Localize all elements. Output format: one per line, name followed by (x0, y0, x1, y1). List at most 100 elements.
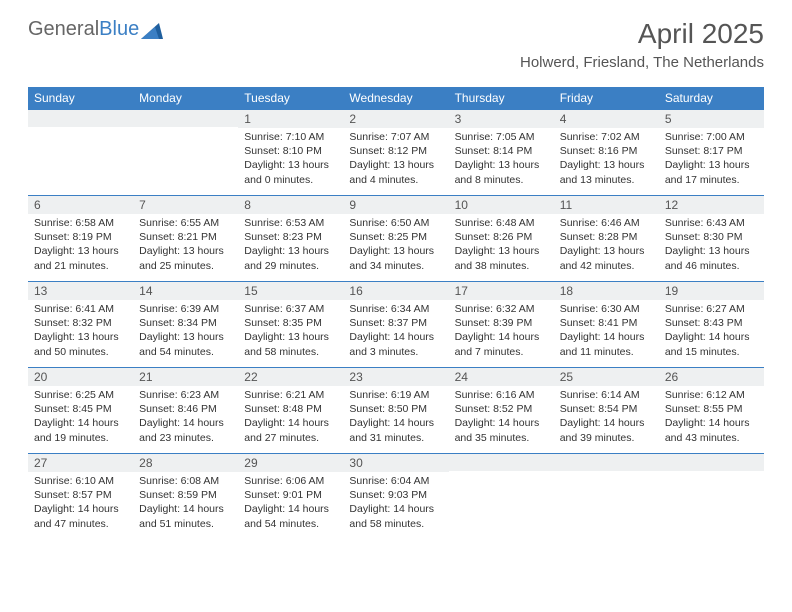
sunrise-text: Sunrise: 6:14 AM (560, 388, 653, 402)
sunrise-text: Sunrise: 6:58 AM (34, 216, 127, 230)
calendar-row: 6Sunrise: 6:58 AMSunset: 8:19 PMDaylight… (28, 195, 764, 281)
daylight-text: Daylight: 13 hours and 46 minutes. (665, 244, 758, 272)
sunset-text: Sunset: 8:25 PM (349, 230, 442, 244)
daylight-text: Daylight: 13 hours and 0 minutes. (244, 158, 337, 186)
day-number: 18 (554, 281, 659, 300)
sunrise-text: Sunrise: 6:23 AM (139, 388, 232, 402)
cell-body: Sunrise: 6:43 AMSunset: 8:30 PMDaylight:… (659, 214, 764, 277)
cell-body: Sunrise: 6:04 AMSunset: 9:03 PMDaylight:… (343, 472, 448, 535)
sunrise-text: Sunrise: 7:05 AM (455, 130, 548, 144)
day-number: 13 (28, 281, 133, 300)
calendar-cell (28, 109, 133, 195)
location-text: Holwerd, Friesland, The Netherlands (520, 54, 764, 71)
cell-body: Sunrise: 7:07 AMSunset: 8:12 PMDaylight:… (343, 128, 448, 191)
cell-body: Sunrise: 6:46 AMSunset: 8:28 PMDaylight:… (554, 214, 659, 277)
sunrise-text: Sunrise: 6:39 AM (139, 302, 232, 316)
sunset-text: Sunset: 8:30 PM (665, 230, 758, 244)
sunrise-text: Sunrise: 6:32 AM (455, 302, 548, 316)
calendar-cell: 18Sunrise: 6:30 AMSunset: 8:41 PMDayligh… (554, 281, 659, 367)
daylight-text: Daylight: 13 hours and 58 minutes. (244, 330, 337, 358)
calendar-cell: 23Sunrise: 6:19 AMSunset: 8:50 PMDayligh… (343, 367, 448, 453)
sunrise-text: Sunrise: 6:53 AM (244, 216, 337, 230)
cell-body: Sunrise: 6:30 AMSunset: 8:41 PMDaylight:… (554, 300, 659, 363)
day-number: 27 (28, 453, 133, 472)
day-number: 5 (659, 109, 764, 128)
day-number: 12 (659, 195, 764, 214)
sunrise-text: Sunrise: 6:08 AM (139, 474, 232, 488)
daylight-text: Daylight: 14 hours and 19 minutes. (34, 416, 127, 444)
sunset-text: Sunset: 9:03 PM (349, 488, 442, 502)
sunset-text: Sunset: 8:54 PM (560, 402, 653, 416)
day-number: 28 (133, 453, 238, 472)
calendar-cell: 9Sunrise: 6:50 AMSunset: 8:25 PMDaylight… (343, 195, 448, 281)
day-number: 16 (343, 281, 448, 300)
sunrise-text: Sunrise: 6:16 AM (455, 388, 548, 402)
cell-body: Sunrise: 6:55 AMSunset: 8:21 PMDaylight:… (133, 214, 238, 277)
sunset-text: Sunset: 8:52 PM (455, 402, 548, 416)
day-header: Friday (554, 87, 659, 109)
day-number: 22 (238, 367, 343, 386)
calendar-cell: 3Sunrise: 7:05 AMSunset: 8:14 PMDaylight… (449, 109, 554, 195)
day-header: Thursday (449, 87, 554, 109)
daylight-text: Daylight: 14 hours and 15 minutes. (665, 330, 758, 358)
day-number: 20 (28, 367, 133, 386)
sunrise-text: Sunrise: 6:19 AM (349, 388, 442, 402)
sunset-text: Sunset: 8:39 PM (455, 316, 548, 330)
daylight-text: Daylight: 13 hours and 54 minutes. (139, 330, 232, 358)
day-number (449, 453, 554, 471)
calendar-cell: 4Sunrise: 7:02 AMSunset: 8:16 PMDaylight… (554, 109, 659, 195)
sunset-text: Sunset: 8:14 PM (455, 144, 548, 158)
sunset-text: Sunset: 8:19 PM (34, 230, 127, 244)
cell-body: Sunrise: 6:34 AMSunset: 8:37 PMDaylight:… (343, 300, 448, 363)
day-number: 17 (449, 281, 554, 300)
logo-triangle-icon (141, 21, 163, 39)
day-number: 4 (554, 109, 659, 128)
daylight-text: Daylight: 14 hours and 31 minutes. (349, 416, 442, 444)
calendar-cell: 14Sunrise: 6:39 AMSunset: 8:34 PMDayligh… (133, 281, 238, 367)
calendar-cell (659, 453, 764, 539)
daylight-text: Daylight: 13 hours and 25 minutes. (139, 244, 232, 272)
sunrise-text: Sunrise: 6:06 AM (244, 474, 337, 488)
daylight-text: Daylight: 13 hours and 8 minutes. (455, 158, 548, 186)
sunset-text: Sunset: 8:16 PM (560, 144, 653, 158)
cell-body: Sunrise: 6:23 AMSunset: 8:46 PMDaylight:… (133, 386, 238, 449)
day-number (659, 453, 764, 471)
page-title: April 2025 (520, 18, 764, 50)
sunset-text: Sunset: 8:43 PM (665, 316, 758, 330)
sunrise-text: Sunrise: 6:21 AM (244, 388, 337, 402)
day-header: Sunday (28, 87, 133, 109)
sunset-text: Sunset: 8:48 PM (244, 402, 337, 416)
day-number: 21 (133, 367, 238, 386)
day-number: 9 (343, 195, 448, 214)
sunset-text: Sunset: 8:17 PM (665, 144, 758, 158)
sunset-text: Sunset: 8:26 PM (455, 230, 548, 244)
cell-body: Sunrise: 6:14 AMSunset: 8:54 PMDaylight:… (554, 386, 659, 449)
sunset-text: Sunset: 8:21 PM (139, 230, 232, 244)
sunrise-text: Sunrise: 6:55 AM (139, 216, 232, 230)
sunrise-text: Sunrise: 6:27 AM (665, 302, 758, 316)
logo-text-general: General (28, 18, 99, 41)
daylight-text: Daylight: 13 hours and 42 minutes. (560, 244, 653, 272)
day-number: 29 (238, 453, 343, 472)
sunset-text: Sunset: 8:50 PM (349, 402, 442, 416)
cell-body: Sunrise: 6:41 AMSunset: 8:32 PMDaylight:… (28, 300, 133, 363)
day-number (28, 109, 133, 127)
cell-body: Sunrise: 6:16 AMSunset: 8:52 PMDaylight:… (449, 386, 554, 449)
cell-body: Sunrise: 6:12 AMSunset: 8:55 PMDaylight:… (659, 386, 764, 449)
calendar-cell: 15Sunrise: 6:37 AMSunset: 8:35 PMDayligh… (238, 281, 343, 367)
calendar-cell: 24Sunrise: 6:16 AMSunset: 8:52 PMDayligh… (449, 367, 554, 453)
cell-body: Sunrise: 6:39 AMSunset: 8:34 PMDaylight:… (133, 300, 238, 363)
calendar-row: 13Sunrise: 6:41 AMSunset: 8:32 PMDayligh… (28, 281, 764, 367)
sunset-text: Sunset: 9:01 PM (244, 488, 337, 502)
sunset-text: Sunset: 8:37 PM (349, 316, 442, 330)
cell-body: Sunrise: 6:10 AMSunset: 8:57 PMDaylight:… (28, 472, 133, 535)
sunset-text: Sunset: 8:35 PM (244, 316, 337, 330)
sunset-text: Sunset: 8:57 PM (34, 488, 127, 502)
daylight-text: Daylight: 14 hours and 47 minutes. (34, 502, 127, 530)
sunrise-text: Sunrise: 6:48 AM (455, 216, 548, 230)
calendar-cell: 5Sunrise: 7:00 AMSunset: 8:17 PMDaylight… (659, 109, 764, 195)
cell-body: Sunrise: 7:05 AMSunset: 8:14 PMDaylight:… (449, 128, 554, 191)
calendar-cell: 7Sunrise: 6:55 AMSunset: 8:21 PMDaylight… (133, 195, 238, 281)
sunset-text: Sunset: 8:46 PM (139, 402, 232, 416)
sunrise-text: Sunrise: 6:30 AM (560, 302, 653, 316)
